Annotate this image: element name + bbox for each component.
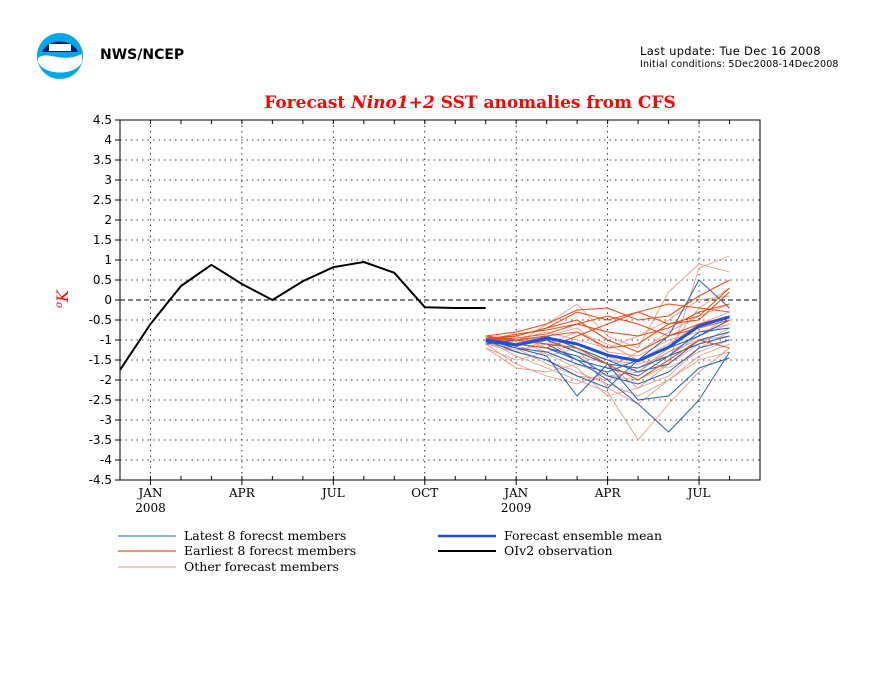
- y-tick-label: -0.5: [89, 313, 112, 327]
- y-axis-label-degree: o: [54, 302, 65, 308]
- legend-label-mean: Forecast ensemble mean: [504, 528, 662, 543]
- earliest-member-line: [485, 303, 730, 341]
- legend-label-other: Other forecast members: [184, 559, 339, 574]
- x-tick-label: APR: [228, 486, 256, 500]
- earliest-member-line: [485, 279, 730, 337]
- x-tick-label: JAN: [136, 486, 162, 500]
- earliest-member-line: [485, 303, 730, 349]
- ensemble-mean-line: [485, 315, 730, 363]
- latest-member-line: [485, 279, 730, 389]
- chart-title-prefix: Forecast: [264, 93, 351, 113]
- x-tick-label: OCT: [411, 486, 438, 500]
- chart-title-suffix: SST anomalies from CFS: [435, 93, 676, 113]
- legend-label-earliest: Earliest 8 forecst members: [184, 543, 356, 558]
- y-tick-label: -1: [100, 333, 112, 347]
- y-tick-label: 2: [104, 213, 112, 227]
- other-member-line: [485, 327, 730, 397]
- other-member-line: [485, 331, 730, 369]
- legend-label-latest: Latest 8 forecst members: [184, 528, 346, 543]
- y-tick-label: -3: [100, 413, 112, 427]
- y-tick-label: 0: [104, 293, 112, 307]
- y-tick-label: -3.5: [89, 433, 112, 447]
- earliest-member-line: [485, 315, 730, 341]
- x-tick-year: 2008: [135, 501, 166, 515]
- earliest-member-line: [485, 291, 730, 349]
- y-tick-label: 0.5: [93, 273, 112, 287]
- y-tick-label: -4.5: [89, 473, 112, 487]
- y-tick-label: 1: [104, 253, 112, 267]
- observation-line: [119, 261, 486, 371]
- y-tick-label: 3: [104, 173, 112, 187]
- x-tick-label: JAN: [502, 486, 528, 500]
- y-tick-label: 2.5: [93, 193, 112, 207]
- y-tick-label: 4: [104, 133, 112, 147]
- earliest-member-line: [485, 319, 730, 353]
- noaa-logo: [36, 32, 84, 84]
- chart-title: Forecast Nino1+2 SST anomalies from CFS: [264, 93, 676, 113]
- x-tick-label: JUL: [686, 486, 711, 500]
- plot-frame: [119, 119, 761, 481]
- y-tick-label: 4.5: [93, 113, 112, 127]
- x-tick-label: JUL: [320, 486, 345, 500]
- y-tick-label: -2.5: [89, 393, 112, 407]
- x-tick-year: 2009: [501, 501, 532, 515]
- last-update-text: Last update: Tue Dec 16 2008: [640, 44, 821, 58]
- y-tick-label: -2: [100, 373, 112, 387]
- initial-conditions-text: Initial conditions: 5Dec2008-14Dec2008: [640, 59, 839, 70]
- y-tick-label: -1.5: [89, 353, 112, 367]
- y-axis-label: oK: [53, 289, 72, 308]
- chart-title-italic: Nino1+2: [350, 93, 435, 113]
- y-axis-label-unit: K: [53, 289, 72, 303]
- org-name: NWS/NCEP: [100, 47, 185, 63]
- latest-member-line: [485, 319, 730, 373]
- y-tick-label: 1.5: [93, 233, 112, 247]
- other-member-line: [485, 339, 730, 441]
- legend-label-obs: OIv2 observation: [504, 543, 613, 558]
- y-tick-label: 3.5: [93, 153, 112, 167]
- x-tick-label: APR: [594, 486, 622, 500]
- y-tick-label: -4: [100, 453, 112, 467]
- other-member-line: [485, 263, 730, 349]
